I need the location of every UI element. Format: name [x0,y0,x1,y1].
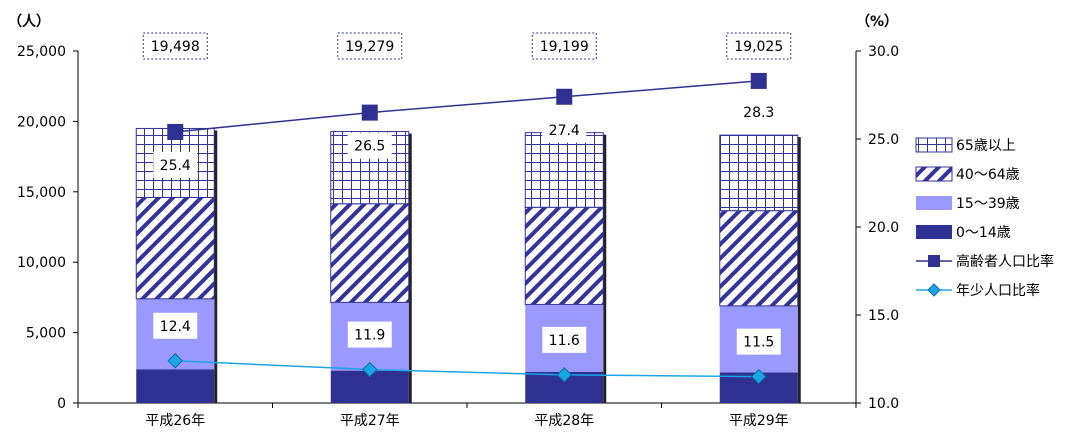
data-label: 11.9 [354,328,385,344]
y2-tick-label: 30.0 [868,44,899,60]
bar-segment [135,196,215,300]
legend-label: 40～64歳 [956,167,1020,183]
line-marker-square [750,72,767,89]
legend-label: 65歳以上 [956,138,1016,154]
y-tick-label: 5,000 [26,326,66,342]
data-label-box [736,328,781,355]
total-label: 19,025 [734,39,783,55]
x-tick-label: 平成28年 [534,413,594,429]
bar-segment [330,203,410,303]
bar-segment [136,369,215,403]
y-tick-label: 10,000 [17,255,66,271]
x-tick-label: 平成29年 [729,413,789,429]
legend-swatch [915,137,953,153]
line-marker-diamond [362,361,378,378]
labels: 19,498 19,279 19,199 19,025 25.4 26.5 27.4 28.3… [142,32,792,355]
y2-tick-label: 20.0 [868,220,899,236]
line-marker-square [167,123,184,140]
line-marker-diamond [556,367,572,383]
y2-unit-label: （%） [856,14,898,30]
total-label: 19,498 [151,39,200,55]
legend-swatch [916,225,952,239]
bar-shadow [214,130,218,404]
x-tick-label: 平成27年 [340,413,400,429]
legend-marker-diamond [927,283,941,297]
line-elderly-ratio [175,80,759,133]
legend-label: 年少人口比率 [956,282,1040,299]
total-box [726,32,792,60]
legend-swatch [916,196,952,210]
bar-shadow [408,133,412,403]
total-label: 19,279 [345,39,394,55]
bar-shadow [603,134,607,403]
data-label: 26.5 [354,139,385,155]
legend-label: 高齢者人口比率 [956,253,1054,270]
axes: 0 5,000 10,000 15,000 20,000 25,000 10.0 15.0 20… [8,13,899,429]
y-tick-label: 15,000 [17,185,66,201]
line-youth-ratio [175,360,759,378]
line-marker-square [556,88,573,105]
data-label-box [347,321,392,348]
total-box [337,32,403,60]
y2-tick-label: 10.0 [868,396,899,412]
line-marker-square [361,104,378,121]
data-label-box [542,326,587,353]
total-box [531,32,597,60]
data-label: 25.4 [160,158,191,174]
data-label-box [153,151,198,178]
bar-segment [719,134,799,212]
legend-label: 15～39歳 [956,196,1020,212]
y-tick-label: 20,000 [17,114,66,130]
total-box [142,32,208,60]
line-marker-diamond [751,368,767,385]
bar-segment [524,132,604,208]
data-label: 28.3 [743,105,774,121]
bars [135,127,801,404]
y-tick-label: 25,000 [17,44,66,60]
data-label: 11.6 [549,333,580,349]
legend-label: 0～14歳 [956,225,1011,241]
legend-swatch [915,166,953,182]
data-label-box [347,132,392,159]
x-tick-label: 平成26年 [145,413,205,429]
bar-segment [719,210,799,307]
bar-shadow [797,137,801,404]
y2-tick-label: 25.0 [868,132,899,148]
bar-segment [524,206,604,305]
y-unit-label: （人） [8,13,50,30]
data-label: 11.5 [743,335,774,351]
data-label: 12.4 [160,319,191,335]
y-tick-label: 0 [57,396,66,412]
y2-tick-label: 15.0 [868,308,899,324]
lines [167,72,767,385]
data-label-box [153,312,198,339]
line-marker-diamond [167,353,183,369]
data-label-box [542,116,587,143]
data-label: 27.4 [549,123,580,139]
legend-marker-square [928,255,940,267]
total-label: 19,199 [540,39,589,55]
